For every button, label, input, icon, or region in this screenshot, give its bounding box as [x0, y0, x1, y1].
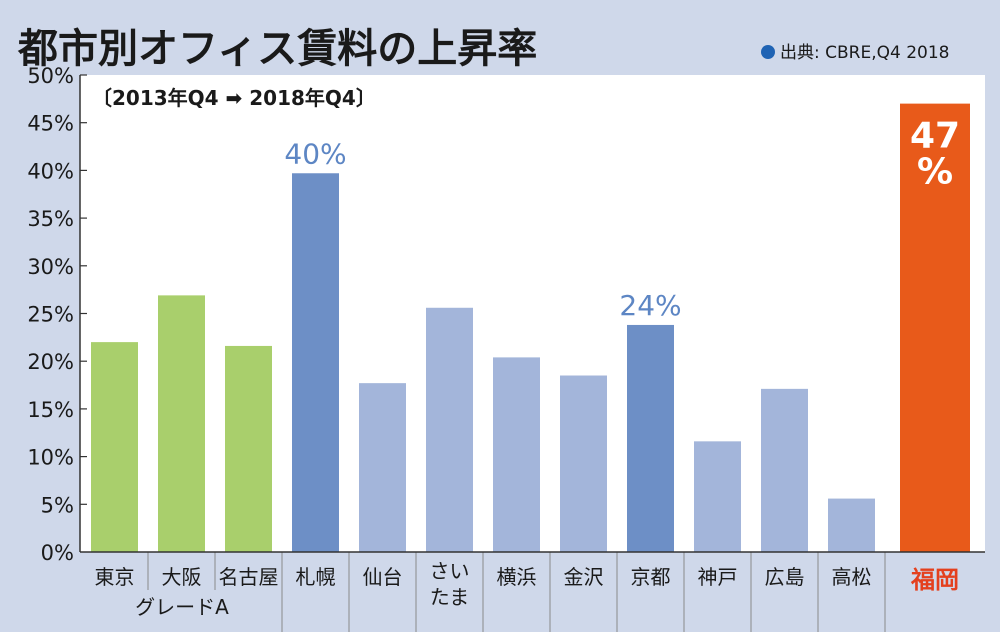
- category-label: 名古屋: [219, 565, 279, 589]
- y-tick-label: 45%: [27, 112, 74, 136]
- bar-6: [493, 357, 540, 552]
- category-label: 東京: [95, 565, 135, 589]
- y-tick-label: 15%: [27, 398, 74, 422]
- y-tick-label: 25%: [27, 303, 74, 327]
- y-tick-label: 20%: [27, 350, 74, 374]
- bars: 40% 24% 47%: [91, 103, 970, 553]
- y-tick-label: 40%: [27, 159, 74, 183]
- y-tick-label: 30%: [27, 255, 74, 279]
- category-label: 仙台: [363, 565, 403, 589]
- bar-9: [694, 441, 741, 552]
- bar-0: [91, 342, 138, 552]
- chart-title: 都市別オフィス賃料の上昇率: [17, 26, 537, 72]
- category-label: 札幌: [296, 565, 336, 589]
- data-label: 40%: [284, 137, 346, 170]
- category-label-line2: たま: [430, 585, 469, 609]
- category-label: 大阪: [162, 565, 202, 589]
- data-label: 47: [910, 116, 960, 157]
- bar-1: [158, 295, 205, 552]
- y-tick-label: 50%: [27, 64, 74, 88]
- category-label: さい: [430, 559, 470, 583]
- category-label: 広島: [765, 565, 805, 589]
- bar-12: [900, 103, 970, 553]
- bar-3: [292, 173, 339, 552]
- y-tick-label: 0%: [41, 541, 74, 565]
- bar-4: [359, 383, 406, 552]
- bar-8: [627, 324, 674, 552]
- bar-7: [560, 375, 607, 552]
- data-label-unit: %: [917, 152, 953, 193]
- data-label: 24%: [619, 289, 681, 322]
- chart-subtitle: 〔2013年Q4 ➡ 2018年Q4〕: [92, 86, 376, 110]
- group-label-grade-a: グレードA: [135, 595, 229, 619]
- source-bullet-icon: [761, 45, 775, 59]
- bar-5: [426, 307, 473, 552]
- source-note: 出典: CBRE,Q4 2018: [780, 43, 950, 63]
- y-tick-label: 5%: [41, 493, 74, 517]
- category-label: 福岡: [910, 566, 959, 594]
- category-label: 金沢: [564, 565, 604, 589]
- bar-2: [225, 345, 272, 552]
- bar-11: [828, 498, 875, 552]
- y-tick-label: 10%: [27, 446, 74, 470]
- bar-10: [761, 388, 808, 552]
- category-label: 京都: [631, 565, 671, 589]
- y-tick-label: 35%: [27, 207, 74, 231]
- category-label: 横浜: [497, 565, 537, 589]
- category-label: 神戸: [698, 565, 738, 589]
- category-label: 高松: [832, 565, 872, 589]
- y-axis: 0% 5% 10% 15% 20% 25% 30% 35% 40% 45% 50%: [27, 64, 87, 565]
